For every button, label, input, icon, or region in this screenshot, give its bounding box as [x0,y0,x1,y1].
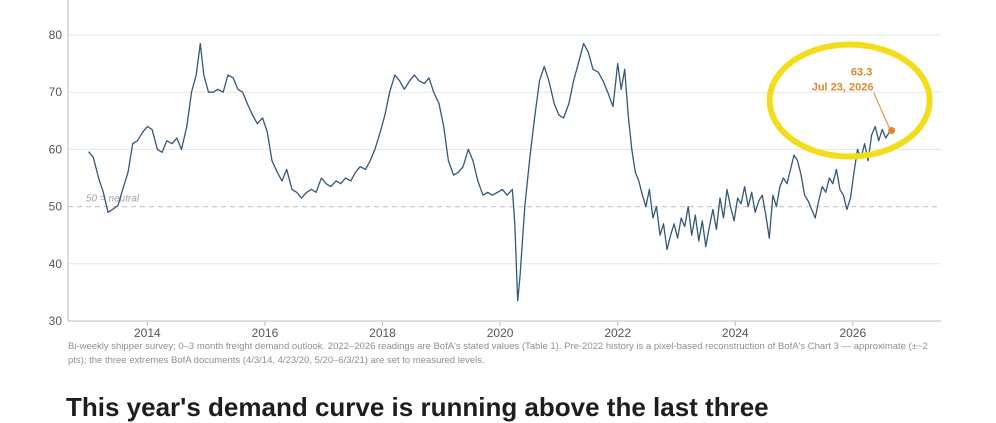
article-headline: This year's demand curve is running abov… [66,392,769,422]
y-tick-label-30: 30 [49,314,63,328]
axes [67,0,941,326]
x-tick-label-2024: 2024 [722,326,749,340]
x-tick-label-2018: 2018 [369,326,396,340]
x-tick-label-2016: 2016 [252,326,279,340]
highlight-ring [766,41,933,160]
callout-value-label: 63.3 [851,67,872,79]
neutral-line-label: 50 = neutral [86,194,140,205]
y-tick-label-50: 50 [49,200,63,214]
y-tick-label-60: 60 [49,142,63,156]
latest-reading-point [888,127,896,135]
chart-caption: Bi-weekly shipper survey; 0–3 month frei… [68,341,928,366]
latest-reading-callout: 63.3 Jul 23, 2026 [766,41,933,160]
y-axis-tick-labels: 30 40 50 60 70 80 [49,28,63,328]
x-tick-label-2022: 2022 [604,326,631,340]
y-tick-label-70: 70 [49,85,63,99]
callout-leader [873,92,891,129]
demand-series [88,42,892,302]
neutral-reference-line: 50 = neutral [68,194,941,208]
y-tick-label-80: 80 [49,28,63,42]
x-tick-label-2020: 2020 [487,326,514,340]
x-tick-label-2026: 2026 [839,326,866,340]
series-line-0 [88,42,892,302]
x-tick-label-2014: 2014 [134,326,161,340]
y-tick-label-40: 40 [49,257,63,271]
x-axis-tick-labels: 2014 2016 2018 2020 2022 2024 2026 [134,326,866,340]
callout-date-label: Jul 23, 2026 [812,82,874,94]
